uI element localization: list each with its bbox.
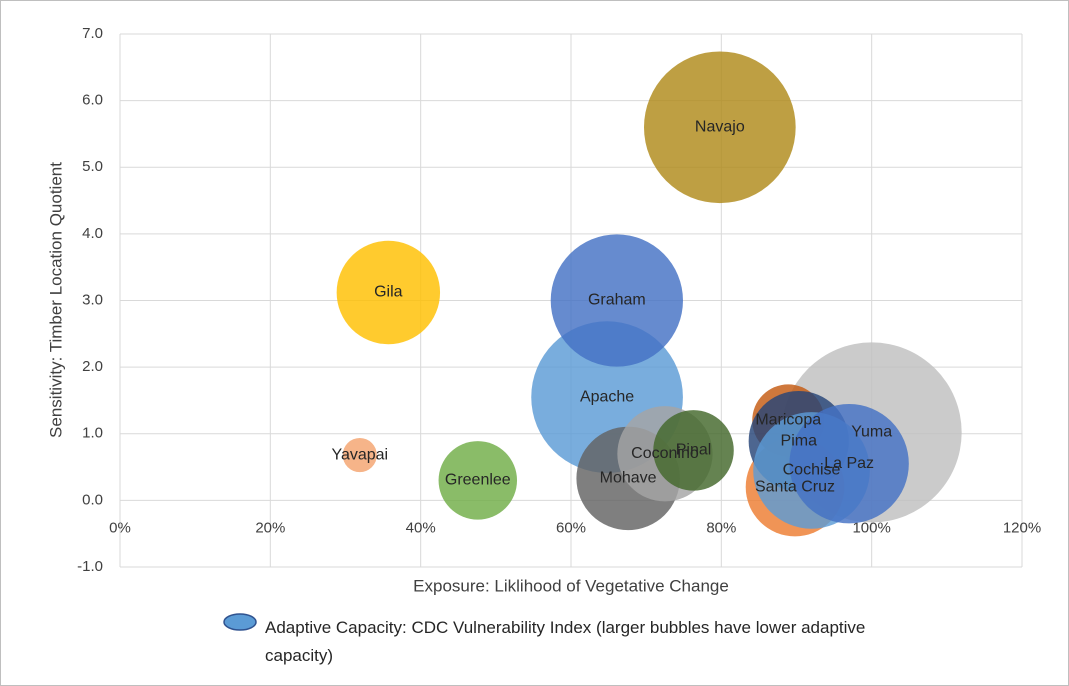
bubble-label: Greenlee [445,472,511,489]
x-axis-title: Exposure: Liklihood of Vegetative Change [413,576,729,595]
bubble-label: Pima [781,432,818,449]
bubble-label: Graham [588,292,646,309]
labels: Yuma Navajo Apache Graham Gila Mohave Coconino… [331,118,892,495]
bubble-label: Yuma [851,424,892,441]
bubble-label: Gila [374,284,403,301]
bubble-label: Pinal [676,442,712,459]
bubble-label: Mohave [600,470,657,487]
bubble [342,437,377,473]
x-tick-label: 120% [1003,519,1041,536]
bubble-label: Maricopa [755,412,821,429]
x-tick-label: 80% [706,519,736,536]
x-tick-label: 20% [255,519,285,536]
bubble-label: Santa Cruz [755,478,835,495]
bubble [336,240,441,345]
x-tick-label: 60% [556,519,586,536]
bubble-label: Coconino [631,445,699,462]
legend-text: Adaptive Capacity: CDC Vulnerability Ind… [265,618,866,665]
bubble-label: Yavapai [331,446,388,463]
legend-icon [223,613,257,631]
y-tick-label: 2.0 [82,358,103,375]
y-tick-label: 4.0 [82,225,103,242]
y-tick-label: 5.0 [82,158,103,175]
bubble [438,441,518,520]
x-tick-label: 40% [406,519,436,536]
x-tick-label: 0% [109,519,131,536]
bubble-label: Cochise [783,462,841,479]
x-tick-label: 100% [852,519,890,536]
bubble [653,410,734,491]
y-tick-label: 6.0 [82,92,103,109]
y-tick-label: 7.0 [82,25,103,42]
y-tick-label: -1.0 [77,558,103,575]
y-axis-title: Sensitivity: Timber Location Quotient [46,162,65,438]
y-tick-label: 0.0 [82,491,103,508]
y-tick-label: 1.0 [82,425,103,442]
bubbles [336,51,962,537]
bubble-label: La Paz [824,455,874,472]
bubble [550,234,683,367]
y-tick-label: 3.0 [82,291,103,308]
bubble [643,51,796,204]
bubble-label: Navajo [695,118,745,135]
bubble-label: Apache [580,388,634,405]
bubble [789,404,909,524]
